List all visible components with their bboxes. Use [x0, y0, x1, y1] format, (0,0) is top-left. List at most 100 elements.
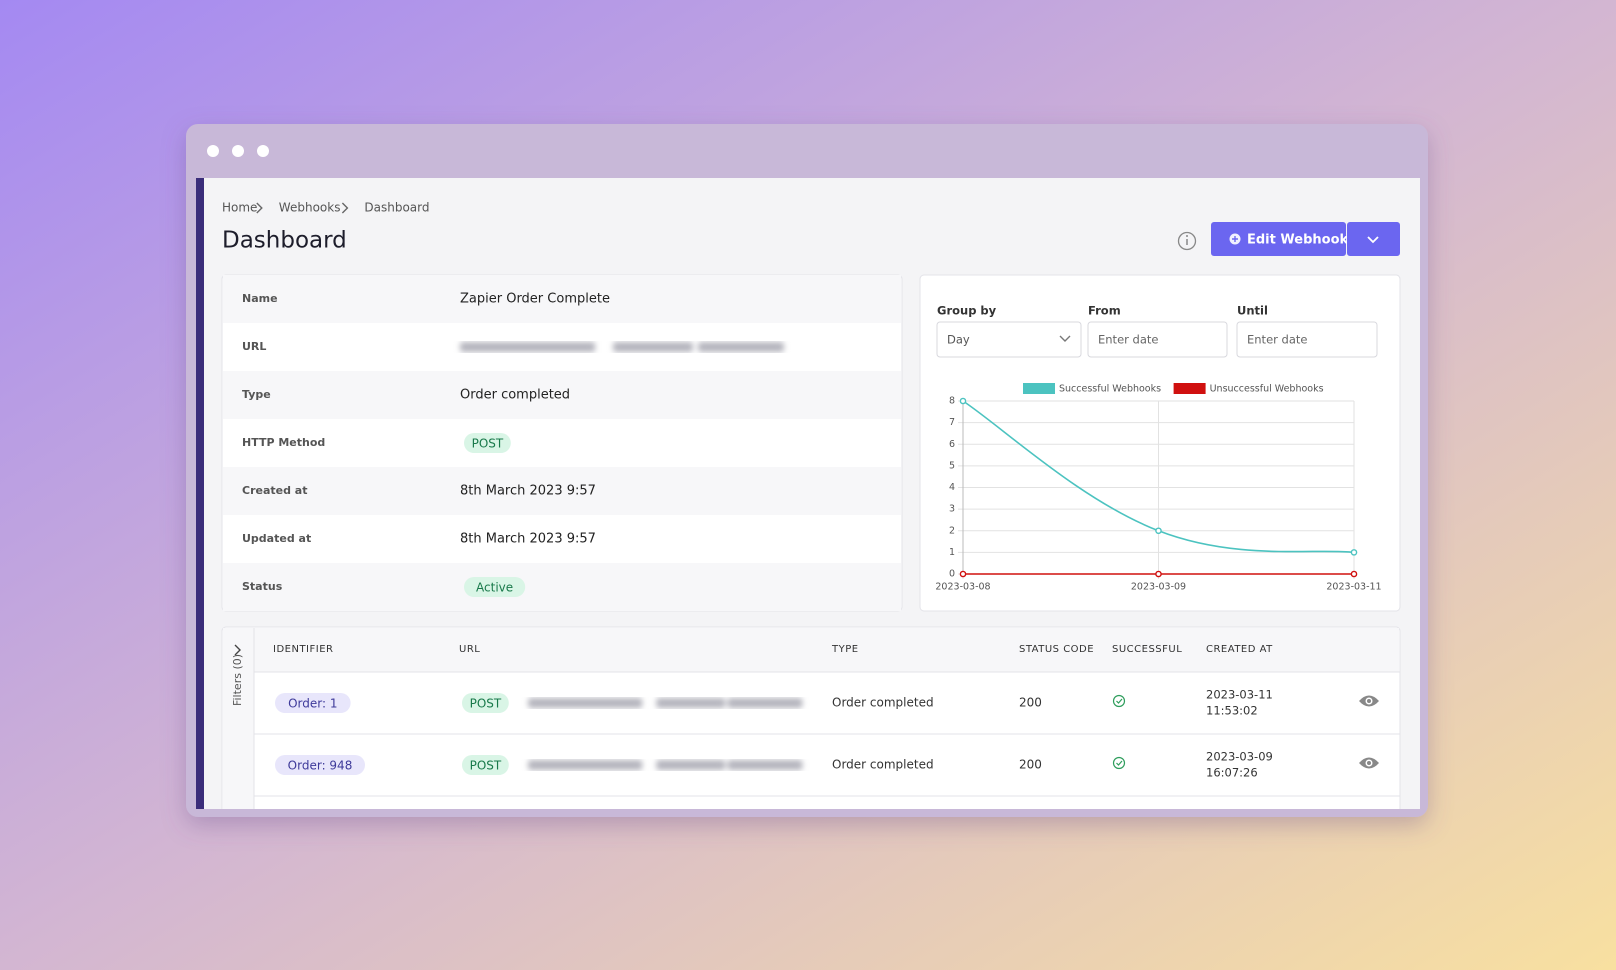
success-icon — [1116, 760, 1123, 766]
y-tick-label: 6 — [949, 439, 955, 450]
info-icon[interactable] — [1177, 231, 1197, 251]
detail-row — [223, 515, 901, 563]
app-content: Home Webhooks Dashboard Dashboard Edit Webho… — [196, 178, 1420, 828]
badge — [464, 433, 511, 453]
cell-status-code: 200 — [1019, 758, 1042, 772]
detail-label: URL — [242, 340, 266, 353]
badge-text: Order: 1 — [288, 697, 337, 711]
data-point — [1155, 527, 1162, 535]
filter-input[interactable] — [1236, 321, 1378, 358]
chevron-icon — [1367, 236, 1379, 244]
badge-text: POST — [470, 697, 502, 711]
filter-placeholder: Enter date — [1098, 333, 1158, 347]
cell-status-code: 200 — [1019, 696, 1042, 710]
badge-text: POST — [472, 437, 504, 451]
blurred-text — [613, 342, 693, 352]
badge — [275, 755, 365, 775]
cell-created-time: 16:07:26 — [1206, 766, 1258, 780]
blurred-text — [521, 342, 596, 352]
badge-text: POST — [470, 759, 502, 773]
legend-swatch[interactable] — [1173, 383, 1206, 394]
detail-row — [223, 275, 901, 323]
dropdown-button[interactable] — [1347, 222, 1400, 256]
cell-type: Order completed — [832, 696, 934, 710]
window-dot — [232, 145, 244, 157]
page-title: Dashboard — [222, 228, 347, 254]
x-tick-label: 2023-03-11 — [1326, 582, 1381, 593]
y-tick-label: 2 — [949, 525, 955, 536]
breadcrumb-item[interactable]: Home — [222, 201, 257, 215]
detail-label: Created at — [242, 484, 307, 497]
y-tick-label: 7 — [949, 417, 955, 428]
y-tick-label: 1 — [949, 547, 955, 558]
edit-button[interactable] — [1211, 222, 1346, 256]
filter-input[interactable] — [1087, 321, 1228, 358]
blurred-text — [727, 760, 803, 770]
blurred-text — [656, 698, 726, 708]
column-header: URL — [459, 644, 480, 655]
y-tick-label: 5 — [949, 460, 955, 471]
cell-created-date: 2023-03-09 — [1206, 750, 1273, 764]
detail-value: 8th March 2023 9:57 — [460, 532, 596, 547]
filters-sidebar[interactable] — [223, 628, 254, 828]
detail-row — [223, 371, 901, 419]
detail-row — [223, 563, 901, 611]
blurred-url — [528, 698, 803, 708]
detail-value: Order completed — [460, 388, 570, 403]
x-tick-label: 2023-03-09 — [1131, 582, 1186, 593]
blurred-text — [460, 342, 528, 352]
success-icon — [1112, 694, 1126, 708]
detail-label: Status — [242, 580, 283, 593]
y-tick-label: 0 — [949, 569, 955, 580]
blurred-url — [460, 342, 784, 352]
info-icon — [1186, 235, 1188, 237]
data-point — [959, 397, 967, 405]
column-header: TYPE — [831, 644, 859, 655]
chevron-icon — [234, 644, 241, 656]
chevron-icon — [1059, 335, 1071, 342]
blurred-text — [727, 698, 803, 708]
detail-value: 8th March 2023 9:57 — [460, 484, 596, 499]
chart-card — [919, 274, 1401, 612]
edit-button-label: Edit Webhook — [1247, 233, 1348, 248]
filter-input[interactable] — [936, 321, 1082, 358]
success-icon — [1112, 756, 1126, 770]
plus-icon — [1232, 236, 1238, 242]
blurred-text — [579, 760, 643, 770]
column-header: IDENTIFIER — [273, 644, 333, 655]
cell-type: Order completed — [832, 758, 934, 772]
chevron-icon — [341, 202, 349, 214]
blurred-text — [579, 698, 643, 708]
detail-label: Name — [242, 292, 278, 305]
filter-placeholder: Enter date — [1247, 333, 1307, 347]
badge — [462, 755, 509, 775]
badge — [464, 577, 526, 597]
column-header: CREATED AT — [1206, 644, 1273, 655]
cell-created-date: 2023-03-11 — [1206, 688, 1273, 702]
success-icon — [1116, 698, 1123, 704]
breadcrumb-item[interactable]: Webhooks — [279, 201, 341, 215]
legend-swatch[interactable] — [1023, 383, 1055, 394]
filter-label: Until — [1237, 304, 1268, 318]
filter-label: Group by — [937, 304, 997, 318]
detail-label: Updated at — [242, 532, 311, 545]
badge — [275, 693, 351, 713]
detail-value: Zapier Order Complete — [460, 292, 610, 307]
data-point — [1155, 570, 1162, 578]
column-header: SUCCESSFUL — [1112, 644, 1182, 655]
badge-text: Order: 948 — [288, 759, 353, 773]
detail-label: HTTP Method — [242, 436, 325, 449]
window-dot — [207, 145, 219, 157]
detail-row — [223, 419, 901, 467]
y-tick-label: 8 — [949, 396, 955, 407]
blurred-text — [656, 760, 726, 770]
detail-row — [223, 467, 901, 515]
detail-label: Type — [242, 388, 271, 401]
table-card — [221, 626, 1401, 809]
view-icon — [1367, 699, 1371, 703]
legend-label: Successful Webhooks — [1059, 384, 1161, 395]
blurred-text — [698, 342, 784, 352]
y-tick-label: 4 — [949, 482, 955, 493]
data-point — [1350, 549, 1358, 556]
chevron-icon — [256, 202, 263, 214]
